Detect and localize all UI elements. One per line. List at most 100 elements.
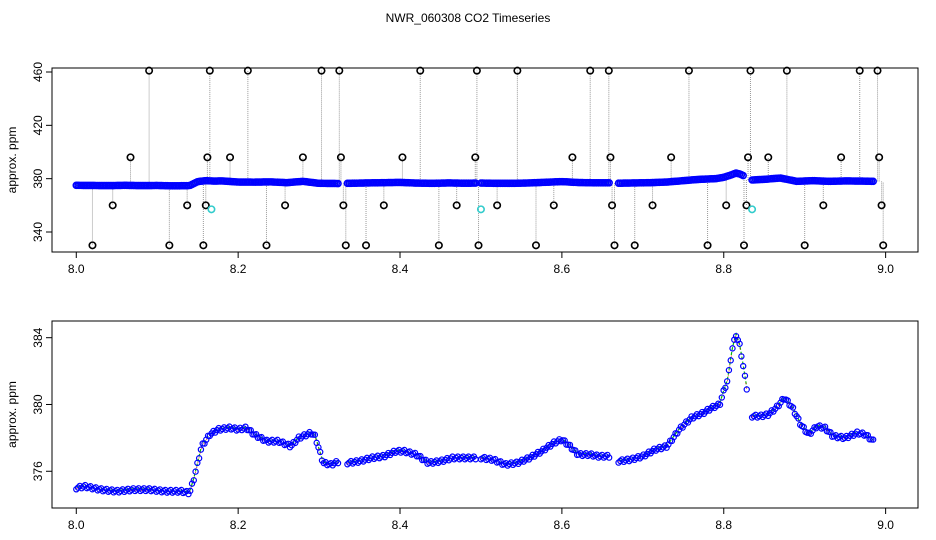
series-trace-green [618, 331, 748, 461]
outlier-point [203, 153, 212, 162]
series-point [739, 171, 747, 180]
outlier-point [398, 153, 407, 162]
series-point [841, 434, 848, 442]
series-point [663, 444, 670, 451]
series-point [190, 477, 197, 484]
outlier-point [472, 66, 481, 75]
series-point [727, 357, 734, 364]
series-point [317, 448, 324, 456]
series-point [192, 468, 199, 475]
series-point [197, 446, 205, 453]
bottom-panel-ylabel: approx. ppm [5, 381, 19, 448]
series-point [411, 449, 419, 457]
series-point [731, 336, 738, 343]
series-point [807, 430, 815, 437]
y-tick-label: 460 [31, 62, 45, 82]
top-panel-flagged [207, 205, 757, 214]
outlier-point [703, 241, 712, 250]
outlier-point [165, 241, 174, 250]
outlier-point [298, 153, 307, 162]
series-point [729, 345, 736, 352]
top-panel-outliers [88, 66, 888, 250]
top-panel-ylabel: approx. ppm [5, 127, 19, 194]
series-point [185, 490, 192, 498]
outlier-point [782, 66, 791, 75]
series-point [605, 454, 613, 461]
outlier-point [606, 153, 615, 162]
series-point [699, 408, 706, 416]
series-point [252, 430, 260, 438]
outlier-point [335, 66, 344, 75]
bottom-panel-y-axis: 376 380 384 [31, 327, 52, 481]
series-point [334, 459, 342, 467]
outlier-point [873, 66, 882, 75]
outlier-point [434, 241, 443, 250]
series-point [775, 402, 782, 410]
series-point [640, 451, 647, 458]
outlier-point [243, 66, 252, 75]
series-point [789, 404, 797, 411]
outlier-point [819, 201, 828, 210]
series-point [334, 179, 342, 188]
y-tick-label: 420 [31, 115, 45, 135]
outlier-point [549, 201, 558, 210]
outlier-point [379, 201, 388, 210]
outlier-point [145, 66, 154, 75]
series-point [718, 394, 726, 401]
series-point [284, 440, 292, 448]
series-point [242, 423, 249, 430]
outlier-point [199, 241, 208, 250]
y-tick-label: 380 [31, 394, 45, 414]
outlier-point [493, 201, 502, 210]
outlier-point [88, 241, 97, 250]
chart-title: NWR_060308 CO2 Timeseries [386, 11, 551, 25]
outlier-point [800, 241, 809, 250]
series-trace-red [618, 334, 748, 463]
series-point [195, 455, 203, 462]
series-point [534, 448, 542, 456]
series-point [741, 372, 749, 379]
series-point [777, 399, 784, 406]
bottom-panel-frame [51, 320, 919, 509]
series-point [795, 415, 802, 422]
outlier-point [226, 153, 235, 162]
outlier-point [281, 201, 290, 210]
x-tick-label: 8.8 [715, 262, 732, 276]
outlier-point [568, 153, 577, 162]
series-point [722, 384, 729, 391]
top-panel-frame [51, 67, 919, 253]
series-point [258, 433, 265, 441]
outlier-point [608, 201, 617, 210]
series-point [529, 451, 536, 459]
series-point [716, 401, 724, 408]
x-tick-label: 9.0 [877, 518, 894, 532]
outlier-point [667, 153, 676, 162]
outlier-point [474, 241, 483, 250]
series-point [605, 179, 613, 187]
y-tick-label: 376 [31, 461, 45, 481]
series-point [240, 425, 247, 432]
series-point [738, 353, 745, 360]
series-point [761, 412, 768, 419]
outlier-point [339, 201, 348, 210]
outlier-point [855, 66, 864, 75]
outlier-point [739, 241, 748, 250]
outlier-point [126, 153, 135, 162]
outlier-point [336, 153, 345, 162]
series-point [210, 427, 217, 435]
series-point [187, 487, 194, 495]
top-panel-y-axis: 340 380 420 460 [31, 62, 52, 242]
bottom-panel: 8.0 8.2 8.4 8.6 8.8 9.0 376 380 384 approx. ppm [5, 320, 919, 532]
outlier-point [604, 66, 613, 75]
y-tick-label: 384 [31, 327, 45, 347]
series-point [869, 177, 877, 186]
top-panel: 8.0 8.2 8.4 8.6 8.8 9.0 340 380 420 460 approx. … [5, 62, 919, 276]
flagged-point [748, 205, 757, 214]
outlier-point [744, 153, 753, 162]
x-tick-label: 8.4 [392, 518, 409, 532]
outlier-point [610, 241, 619, 250]
outlier-point [630, 241, 639, 250]
outlier-point [531, 241, 540, 250]
outlier-point [452, 201, 461, 210]
